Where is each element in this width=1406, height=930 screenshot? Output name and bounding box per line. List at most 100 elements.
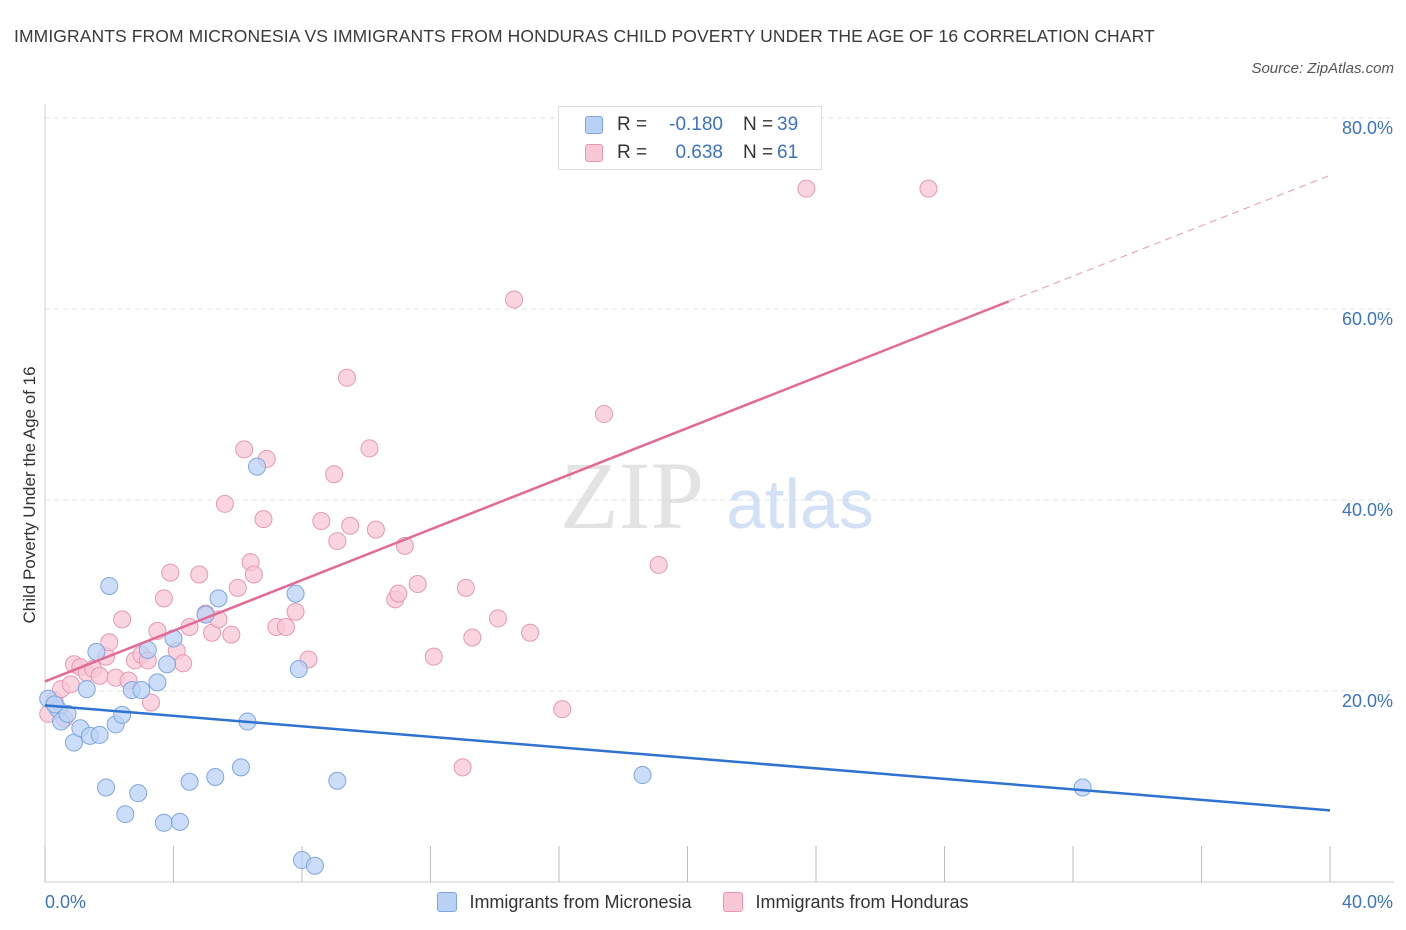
honduras-point	[408, 575, 427, 594]
legend-row-honduras: R = 0.638 N = 61	[585, 141, 798, 165]
honduras-point	[154, 589, 173, 608]
honduras-point	[286, 602, 305, 621]
honduras-point	[235, 440, 254, 459]
honduras-point	[463, 628, 482, 647]
honduras-point	[649, 555, 668, 574]
honduras-point	[113, 610, 132, 629]
honduras-point	[244, 565, 263, 584]
legend-row-micronesia: R = -0.180 N = 39	[585, 113, 798, 137]
honduras-trend-line	[44, 300, 1010, 683]
legend-r-value-micronesia: -0.180	[669, 114, 723, 135]
legend-n-label: N =	[743, 142, 774, 163]
micronesia-point	[170, 812, 189, 831]
honduras-point	[453, 758, 472, 777]
honduras-point	[142, 693, 161, 712]
honduras-point	[424, 647, 443, 666]
legend-swatch-micronesia	[437, 892, 458, 912]
honduras-point	[325, 465, 344, 484]
legend-r-label: R =	[617, 114, 648, 135]
trend-lines	[44, 174, 1331, 812]
grid-lines	[45, 117, 1394, 692]
y-axis-label: Child Poverty Under the Age of 16	[20, 366, 39, 623]
honduras-point	[341, 516, 360, 535]
honduras-point	[100, 633, 119, 652]
legend-swatch-honduras	[723, 892, 744, 912]
honduras-point	[174, 654, 193, 673]
honduras-point	[389, 584, 408, 603]
micronesia-point	[286, 584, 305, 603]
x-tick-label: 40.0%	[1342, 892, 1393, 912]
micronesia-point	[132, 681, 151, 700]
micronesia-point	[77, 680, 96, 699]
micronesia-point	[90, 725, 109, 744]
micronesia-point	[289, 660, 308, 679]
honduras-point	[161, 563, 180, 582]
legend-item-micronesia: Immigrants from Micronesia	[437, 892, 691, 913]
micronesia-point	[158, 655, 177, 674]
y-tick-label: 20.0%	[1342, 691, 1393, 711]
micronesia-point	[231, 758, 250, 777]
y-tick-label: 40.0%	[1342, 500, 1393, 520]
x-tick-label: 0.0%	[45, 892, 86, 912]
micronesia-point	[1073, 778, 1092, 797]
micronesia-point	[45, 695, 64, 714]
watermark: ZIP atlas	[560, 442, 874, 549]
legend-n-value-micronesia: 39	[777, 114, 799, 135]
legend-n-value-honduras: 61	[777, 142, 799, 163]
honduras-point	[190, 565, 209, 584]
micronesia-trend-line	[44, 704, 1331, 812]
honduras-point	[505, 290, 524, 309]
micronesia-point	[206, 767, 225, 786]
micronesia-point	[305, 856, 324, 875]
honduras-point	[276, 618, 295, 637]
bottom-legend: Immigrants from Micronesia Immigrants fr…	[0, 888, 1406, 916]
micronesia-point	[633, 766, 652, 785]
legend-r-value-honduras: 0.638	[675, 142, 723, 163]
micronesia-point	[97, 778, 116, 797]
legend-item-honduras: Immigrants from Honduras	[723, 891, 969, 913]
honduras-trend-extension	[1008, 174, 1331, 302]
micronesia-point	[100, 576, 119, 595]
watermark-zip: ZIP	[560, 442, 704, 549]
micronesia-point	[113, 705, 132, 724]
tick-labels: 20.0% 40.0% 60.0% 80.0% 0.0% 40.0%	[45, 118, 1393, 912]
source-credit: Source: ZipAtlas.com	[1251, 60, 1394, 77]
honduras-point	[797, 179, 816, 198]
y-tick-label: 60.0%	[1342, 309, 1393, 329]
legend-label-honduras: Immigrants from Honduras	[755, 891, 969, 912]
honduras-point	[919, 179, 938, 198]
y-tick-label: 80.0%	[1342, 118, 1393, 138]
honduras-point	[521, 623, 540, 642]
chart-title: IMMIGRANTS FROM MICRONESIA VS IMMIGRANTS…	[14, 26, 1155, 46]
micronesia-point	[148, 673, 167, 692]
honduras-point	[366, 520, 385, 539]
honduras-point	[328, 532, 347, 551]
legend-label-micronesia: Immigrants from Micronesia	[469, 891, 692, 912]
legend-box: R = -0.180 N = 39 R = 0.638 N = 61	[558, 106, 822, 170]
honduras-point	[337, 368, 356, 387]
honduras-point	[594, 405, 613, 424]
honduras-point	[90, 666, 109, 685]
honduras-point	[222, 625, 241, 644]
micronesia-point	[58, 704, 77, 723]
honduras-point	[215, 494, 234, 513]
honduras-point	[61, 675, 80, 694]
legend-n-label: N =	[743, 114, 774, 135]
micronesia-point	[209, 589, 228, 608]
micronesia-point	[248, 457, 267, 476]
honduras-point	[254, 510, 273, 529]
micronesia-point	[129, 784, 148, 803]
honduras-points	[39, 179, 938, 777]
micronesia-point	[154, 813, 173, 832]
honduras-point	[456, 578, 475, 597]
honduras-point	[553, 700, 572, 719]
micronesia-point	[116, 805, 135, 824]
micronesia-points	[39, 457, 1092, 875]
honduras-point	[360, 439, 379, 458]
honduras-point	[488, 609, 507, 628]
micronesia-point	[328, 771, 347, 790]
honduras-point	[312, 512, 331, 531]
legend-swatch-honduras	[585, 144, 603, 162]
legend-swatch-micronesia	[585, 116, 603, 134]
